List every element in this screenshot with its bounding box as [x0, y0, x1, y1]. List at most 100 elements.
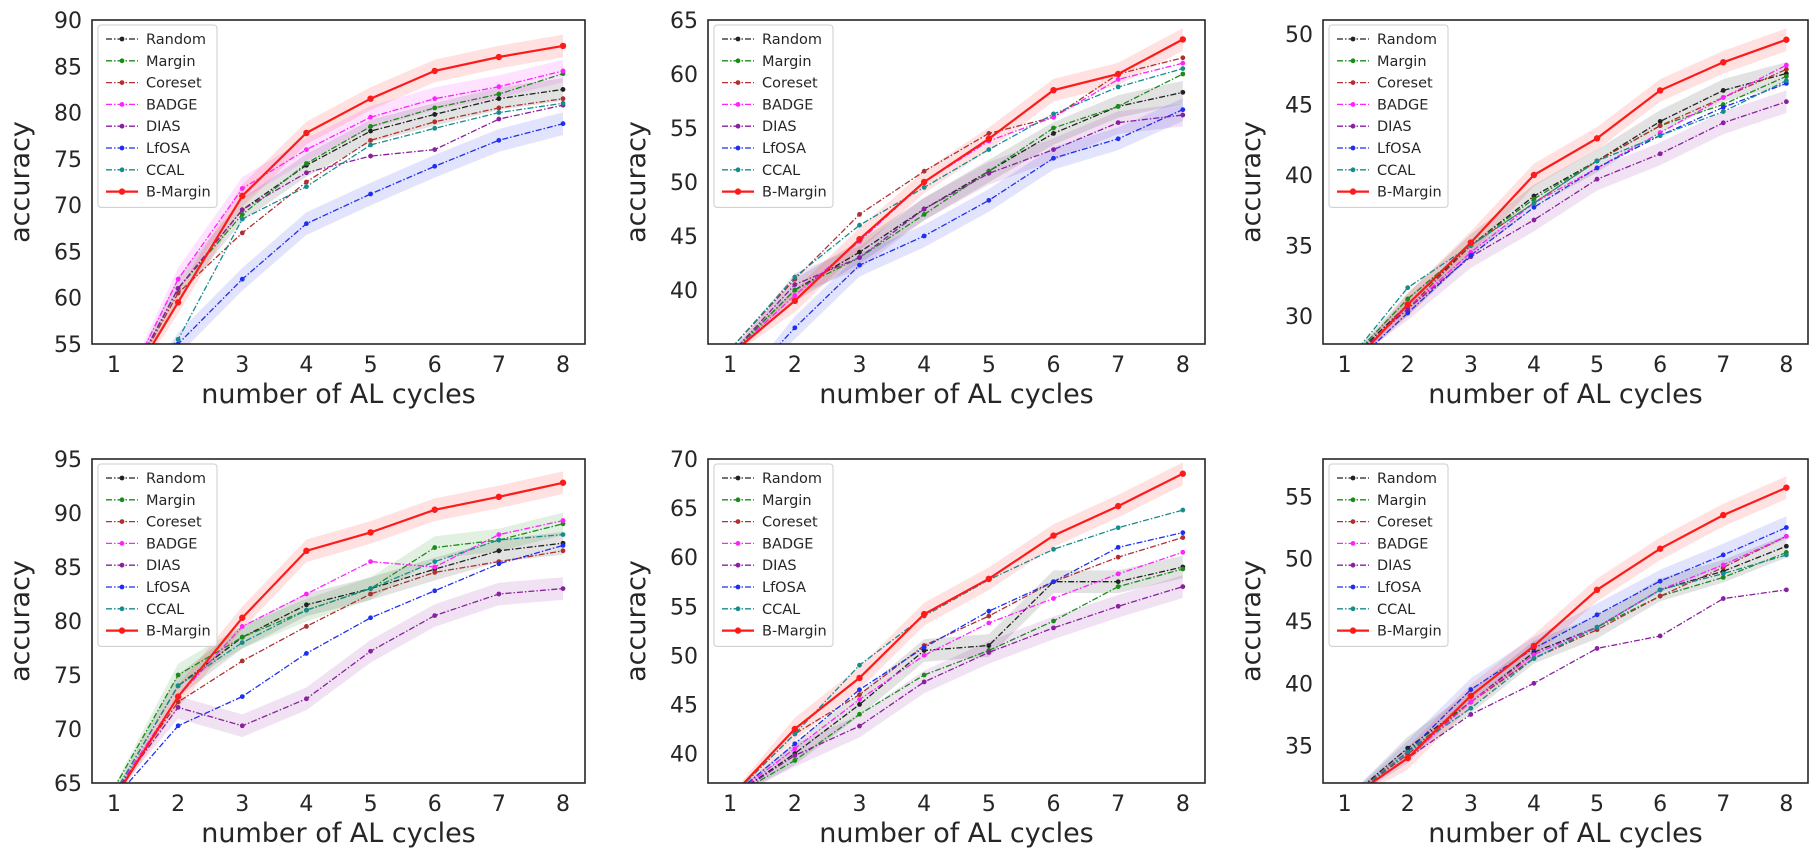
x-axis-label: number of AL cycles [819, 818, 1094, 849]
series-line-dias [751, 585, 1183, 783]
data-point-lfosa [432, 163, 438, 169]
confidence-band-lfosa [170, 112, 563, 344]
data-point-dias [1531, 217, 1537, 223]
data-point-dias [368, 648, 373, 654]
legend-label-margin: Margin [146, 54, 196, 70]
data-point-random [432, 112, 438, 117]
data-point-random [112, 406, 117, 411]
data-point-badge [986, 620, 992, 626]
y-axis-label: accuracy [1236, 560, 1267, 682]
data-point-margin [112, 786, 117, 791]
data-point-lfosa [175, 723, 181, 729]
data-point-dias [921, 679, 927, 685]
data-point-coreset [1657, 123, 1663, 129]
series-line-ccal [734, 67, 1183, 344]
chart-panel-1: 1 2 3 4 5 6 7 8 55 60 65 70 75 80 85 90 number of AL cyc… [5, 9, 586, 411]
data-point-badge [1468, 699, 1474, 705]
data-point-ccal [1468, 705, 1474, 711]
data-point-lfosa [1051, 579, 1056, 585]
data-point-b-margin [856, 236, 863, 243]
y-tick-label: 80 [54, 610, 82, 635]
series-line-ccal [119, 533, 564, 783]
data-point-ccal [304, 607, 309, 613]
chart-panel-4: 1 2 3 4 5 6 7 8 65 70 75 80 85 90 95 number of AL cycle… [5, 448, 586, 849]
x-tick-label: 8 [556, 353, 570, 378]
data-point-margin [432, 105, 438, 111]
legend-label-ccal: CCAL [146, 602, 184, 618]
data-point-random [857, 702, 862, 707]
y-tick-label: 65 [670, 497, 698, 522]
series-line-coreset [120, 550, 564, 783]
legend-marker-ccal [735, 167, 741, 173]
y-tick-label: 80 [54, 102, 82, 127]
legend-label-lfosa: LfOSA [1377, 141, 1421, 157]
data-point-b-margin [1530, 171, 1538, 179]
data-point-lfosa [857, 262, 862, 268]
data-point-ccal [1720, 109, 1726, 114]
data-point-ccal [175, 336, 181, 342]
series-line-random [740, 91, 1183, 344]
data-point-ccal [792, 274, 798, 280]
data-point-ccal [112, 406, 117, 411]
series-line-dias [147, 104, 564, 344]
legend-label-b-margin: B-Margin [146, 624, 211, 640]
data-point-dias [432, 147, 438, 153]
data-point-badge [792, 746, 798, 752]
legend-marker-coreset [119, 80, 125, 85]
y-tick-label: 45 [670, 225, 698, 250]
data-point-dias [560, 586, 566, 591]
legend-label-random: Random [762, 471, 822, 487]
confidence-band-lfosa [772, 98, 1183, 344]
legend-label-badge: BADGE [146, 97, 197, 113]
x-tick-label: 3 [235, 792, 249, 817]
data-point-dias [1783, 99, 1789, 105]
series-line-dias [121, 587, 564, 783]
x-tick-label: 4 [917, 353, 931, 378]
x-tick-label: 1 [723, 353, 737, 378]
legend-marker-margin [1350, 497, 1356, 503]
data-point-lfosa [1115, 544, 1121, 550]
legend-label-random: Random [762, 32, 822, 48]
legend-marker-random [119, 475, 125, 481]
series-line-badge [145, 70, 564, 344]
data-point-ccal [560, 532, 566, 537]
legend-marker-dias [1350, 123, 1356, 129]
data-point-lfosa [239, 276, 245, 282]
legend-label-lfosa: LfOSA [146, 580, 190, 596]
legend-box [1328, 24, 1449, 208]
data-point-dias [1051, 625, 1056, 631]
legend-label-b-margin: B-Margin [762, 624, 827, 640]
data-point-dias [239, 723, 245, 729]
data-point-lfosa [1531, 204, 1537, 210]
series-line-badge [748, 551, 1184, 783]
y-tick-label: 45 [1285, 94, 1313, 119]
data-point-dias [1657, 633, 1663, 639]
data-point-badge [1180, 60, 1186, 66]
data-point-ccal [1657, 133, 1663, 138]
legend-marker-ccal [119, 606, 125, 612]
data-point-coreset [857, 212, 862, 217]
axes-frame [707, 458, 1206, 784]
x-tick-label: 5 [982, 353, 996, 378]
y-tick-label: 55 [670, 117, 698, 142]
legend-marker-badge [1350, 541, 1356, 546]
data-point-lfosa [792, 741, 798, 747]
data-point-dias [1657, 151, 1663, 157]
y-axis-label: accuracy [1236, 121, 1267, 243]
data-point-margin [1531, 196, 1537, 202]
data-point-badge [857, 697, 862, 702]
data-point-badge [1115, 571, 1121, 577]
data-point-badge [368, 559, 373, 564]
data-point-margin [368, 124, 373, 129]
data-point-margin [1115, 584, 1121, 590]
data-point-ccal [1405, 285, 1411, 291]
series-line-lfosa [1367, 526, 1787, 783]
data-point-margin [175, 672, 181, 678]
y-tick-label: 90 [54, 9, 82, 34]
data-point-margin [921, 212, 927, 217]
confidence-band-dias [1362, 90, 1787, 344]
legend-marker-badge [735, 102, 741, 107]
data-point-b-margin [1050, 532, 1057, 539]
legend: Random Margin Coreset BADGE DIAS LfOSA CCAL B-M… [97, 24, 218, 208]
